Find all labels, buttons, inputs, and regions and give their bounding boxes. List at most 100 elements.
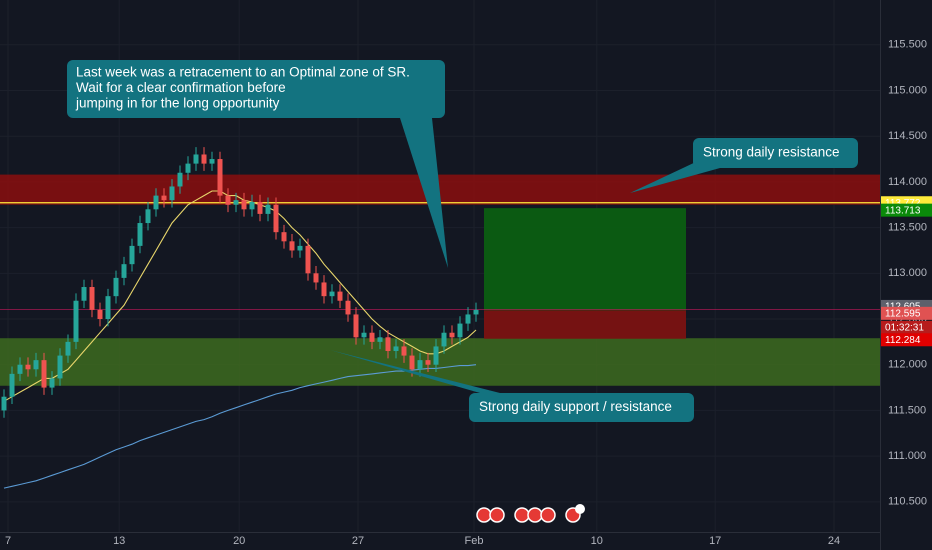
stop-zone: [484, 310, 686, 339]
candle-body: [161, 195, 167, 201]
price-tags: 113.772113.713112.605112.59501:32:31112.…: [881, 196, 932, 347]
y-tick-label: 114.000: [888, 176, 927, 188]
callout-pointer: [330, 350, 500, 393]
event-icon[interactable]: [489, 507, 505, 523]
candle-body: [425, 360, 431, 365]
candle-body: [89, 287, 95, 310]
candle-body: [257, 202, 263, 214]
candle-body: [241, 200, 247, 210]
candle-body: [81, 287, 87, 301]
annotations: Last week was a retracement to an Optima…: [67, 60, 858, 422]
y-tick-label: 111.000: [888, 450, 926, 462]
candle-body: [233, 200, 239, 205]
candle-body: [97, 309, 103, 320]
candle-body: [393, 346, 399, 352]
target-zone: [484, 208, 686, 311]
candle-body: [305, 245, 311, 274]
candle-body: [385, 337, 391, 352]
x-tick-label: 20: [233, 535, 245, 547]
candle-body: [361, 332, 367, 338]
candle-body: [1, 396, 7, 411]
y-tick-label: 115.500: [888, 39, 927, 51]
x-tick-label: Feb: [465, 535, 484, 547]
stop-tag-label: 112.284: [885, 335, 921, 346]
candle-body: [193, 154, 199, 164]
candle-body: [17, 364, 23, 374]
candle-body: [417, 360, 423, 370]
candle-body: [289, 241, 295, 251]
candle-body: [169, 186, 175, 201]
y-tick-label: 115.000: [888, 84, 927, 96]
candle-body: [73, 300, 79, 342]
callout-text: Strong daily support / resistance: [479, 399, 672, 414]
candle-body: [265, 204, 271, 214]
y-tick-label: 111.500: [888, 404, 926, 416]
candle-body: [353, 314, 359, 338]
candle-body: [9, 373, 15, 397]
candle-body: [105, 296, 111, 320]
callout-box: [67, 60, 445, 118]
candle-body: [465, 314, 471, 324]
countdown: 01:32:31: [885, 322, 924, 333]
x-tick-label: 13: [113, 535, 125, 547]
entry-tag: [881, 306, 932, 320]
candle-body: [297, 245, 303, 251]
candle-body: [145, 209, 151, 224]
candle-body: [449, 332, 455, 338]
y-tick-label: 110.500: [888, 496, 927, 508]
event-icon[interactable]: [575, 504, 585, 514]
candle-body: [433, 346, 439, 365]
candle-body: [473, 309, 479, 315]
candle-body: [329, 291, 335, 297]
candle-body: [401, 346, 407, 356]
y-tick-label: 113.000: [888, 267, 927, 279]
candle-body: [201, 154, 207, 164]
position: [484, 208, 686, 339]
candle-body: [217, 159, 223, 196]
candle-body: [337, 291, 343, 301]
candle-body: [457, 323, 463, 338]
event-icon[interactable]: [540, 507, 556, 523]
candle-body: [41, 360, 47, 388]
y-tick-label: 114.500: [888, 130, 927, 142]
candle-body: [313, 273, 319, 283]
event-icon[interactable]: [527, 507, 543, 523]
candle-body: [177, 172, 183, 187]
callout-pointer: [400, 118, 448, 268]
candle-body: [281, 232, 287, 242]
target-tag-label: 113.713: [885, 205, 921, 216]
event-icon[interactable]: [514, 507, 530, 523]
candle-body: [273, 204, 279, 233]
event-icon[interactable]: [476, 507, 492, 523]
event-icons: [476, 504, 585, 523]
candle-body: [129, 245, 135, 265]
moving-average: [3, 190, 477, 402]
candle-body: [49, 378, 55, 388]
x-tick-label: 17: [709, 535, 721, 547]
x-tick-label: 10: [591, 535, 603, 547]
callout-text: Wait for a clear confirmation before: [76, 80, 286, 95]
stop-tag: [881, 333, 932, 347]
y-tick-label: 113.500: [888, 222, 927, 234]
callout-text: Strong daily resistance: [703, 145, 840, 160]
candles: [1, 147, 479, 418]
candle-body: [121, 264, 127, 278]
callout-text: Last week was a retracement to an Optima…: [76, 65, 410, 80]
candle-body: [65, 341, 71, 356]
callout-box: [693, 138, 858, 168]
candle-body: [209, 159, 215, 164]
candle-body: [153, 195, 159, 210]
candle-body: [25, 364, 31, 370]
x-tick-label: 7: [5, 535, 11, 547]
candle-body: [57, 355, 63, 379]
x-tick-label: 27: [352, 535, 364, 547]
line-tag-label: 113.772: [885, 198, 921, 209]
y-tick-label: 112.000: [888, 359, 927, 371]
candle-body: [369, 332, 375, 342]
candle-body: [137, 223, 143, 246]
callout-text: jumping in for the long opportunity: [75, 96, 280, 111]
candle-body: [225, 195, 231, 205]
candle-body: [33, 360, 39, 370]
candle-body: [409, 355, 415, 370]
